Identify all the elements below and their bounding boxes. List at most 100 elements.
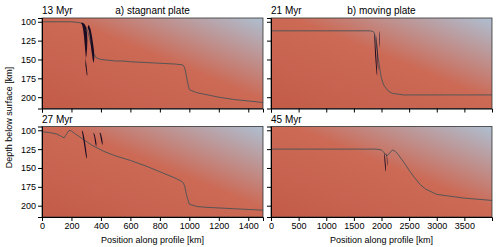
x-tick-label: 600 [123,221,138,231]
y-tick-mark [38,168,42,169]
plot-background [42,18,263,109]
y-tick-mark [38,41,42,42]
panel: 050010001500200025003000350045 MyrPositi… [267,114,493,246]
y-tick: 100 [21,17,42,27]
x-tick-mark [219,109,220,113]
plot-frame [42,127,263,218]
chart: 100125150175200a) stagnant plate13 MyrDe… [0,0,500,247]
x-tick-mark [248,109,249,113]
x-tick-label: 200 [64,221,79,231]
x-tick-label: 3500 [455,221,475,231]
x-tick [299,109,300,113]
x-tick [219,109,220,113]
marks [42,130,263,210]
x-axis: 0500100015002000250030003500 [269,217,493,231]
y-tick-mark [38,97,42,98]
x-tick: 600 [123,217,138,231]
intrusion [386,153,387,167]
y-tick-mark [38,187,42,188]
y-tick [267,187,271,188]
x-axis [272,109,493,113]
y-tick: 200 [21,201,42,211]
y-tick [267,168,271,169]
x-axis-line [43,109,264,113]
y-tick-mark [267,149,271,150]
intrusion [88,25,95,63]
y-tick-label: 150 [21,163,36,173]
plot-frame [271,18,492,109]
x-tick: 1500 [344,217,364,231]
x-tick [326,109,327,113]
x-axis: 0200400600800100012001400 [40,217,264,231]
y-tick-label: 100 [21,17,36,27]
x-tick: 1000 [180,217,200,231]
y-tick-label: 125 [21,145,36,155]
x-tick-label: 1000 [180,221,200,231]
x-tick [160,109,161,113]
x-axis-title: Position along profile [km] [101,235,204,245]
y-tick-mark [38,59,42,60]
marks [271,149,492,200]
y-axis-line [267,19,272,110]
y-tick [267,78,271,79]
y-tick-mark [38,149,42,150]
y-tick-mark [267,206,271,207]
intrusion [85,58,87,76]
y-tick [267,97,271,98]
y-tick-mark [267,168,271,169]
x-tick-mark [189,109,190,113]
x-tick-mark [299,109,300,113]
y-tick: 125 [21,36,42,46]
x-tick-label: 0 [40,221,45,231]
x-tick-label: 2000 [372,221,392,231]
plot-background [42,127,263,218]
x-tick-mark [354,109,355,113]
x-tick: 1000 [317,217,337,231]
y-tick-mark [38,78,42,79]
y-tick [267,149,271,150]
x-tick-mark [437,109,438,113]
panel-title: b) moving plate [347,5,416,16]
x-tick: 0 [269,217,274,231]
x-tick [382,109,383,113]
x-tick [71,109,72,113]
marks [271,31,492,95]
y-tick-label: 200 [21,201,36,211]
y-axis [267,127,272,218]
x-tick [354,109,355,113]
x-tick-mark [160,109,161,113]
y-tick-mark [267,41,271,42]
panel: b) moving plate21 Myr [267,5,493,113]
y-tick: 175 [21,182,42,192]
x-tick-mark [382,109,383,113]
y-tick [267,22,271,23]
x-axis [43,109,264,113]
y-axis-line [38,19,43,110]
x-tick: 2500 [400,217,420,231]
y-tick-mark [38,22,42,23]
y-tick [267,59,271,60]
x-tick [101,109,102,113]
x-tick-mark [71,109,72,113]
x-tick-label: 1400 [239,221,259,231]
plot-frame [42,18,263,109]
x-axis-line [272,109,493,113]
intrusion [379,31,381,48]
y-tick: 100 [21,126,42,136]
y-tick-mark [267,187,271,188]
x-tick-label: 1000 [317,221,337,231]
lithosphere-line [271,31,492,95]
y-tick-label: 200 [21,93,36,103]
y-axis-title: Depth below surface [km] [4,67,14,169]
x-tick-label: 0 [269,221,274,231]
y-tick-mark [267,130,271,131]
y-tick: 175 [21,74,42,84]
intrusion [100,133,103,146]
y-tick [267,41,271,42]
y-tick-mark [267,59,271,60]
x-tick: 200 [64,217,79,231]
x-tick-mark [101,109,102,113]
y-tick-mark [38,130,42,131]
time-label: 45 Myr [271,114,302,125]
y-axis-line [38,127,43,218]
